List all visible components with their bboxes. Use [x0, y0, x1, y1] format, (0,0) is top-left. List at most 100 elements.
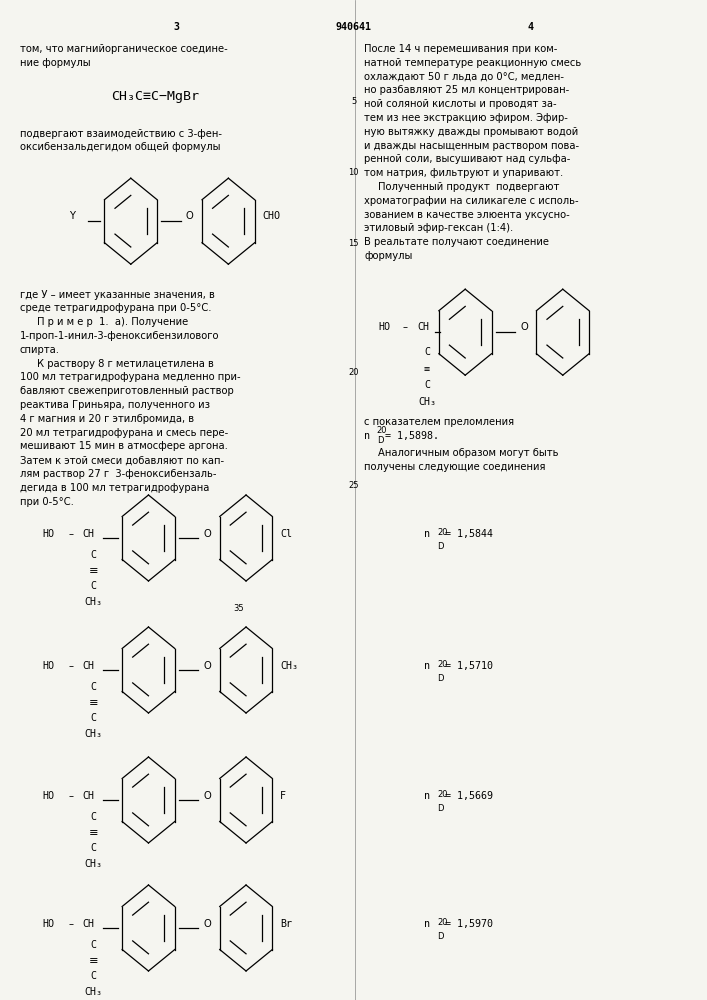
Text: C: C — [424, 380, 430, 390]
Text: CH₃: CH₃ — [418, 397, 436, 407]
Text: D: D — [437, 804, 443, 813]
Text: n: n — [424, 919, 430, 929]
Text: реактива Гриньяра, полученного из: реактива Гриньяра, полученного из — [20, 400, 210, 410]
Text: = 1,5710: = 1,5710 — [445, 661, 493, 671]
Text: O: O — [204, 661, 211, 671]
Text: C: C — [90, 713, 96, 723]
Text: D: D — [437, 932, 443, 941]
Text: –: – — [68, 919, 74, 929]
Text: O: O — [204, 529, 211, 539]
Text: том натрия, фильтруют и упаривают.: том натрия, фильтруют и упаривают. — [364, 168, 563, 178]
Text: CH₃: CH₃ — [84, 729, 103, 739]
Text: –: – — [68, 529, 74, 539]
Text: дегида в 100 мл тетрагидрофурана: дегида в 100 мл тетрагидрофурана — [20, 483, 209, 493]
Text: O: O — [186, 211, 193, 221]
Text: 4 г магния и 20 г этилбромида, в: 4 г магния и 20 г этилбромида, в — [20, 414, 194, 424]
Text: CH₃C≡C−MgBr: CH₃C≡C−MgBr — [112, 90, 199, 103]
Text: 25: 25 — [349, 481, 358, 490]
Text: CH₃: CH₃ — [84, 987, 103, 997]
Text: После 14 ч перемешивания при ком-: После 14 ч перемешивания при ком- — [364, 44, 558, 54]
Text: CH₃: CH₃ — [280, 661, 298, 671]
Text: мешивают 15 мин в атмосфере аргона.: мешивают 15 мин в атмосфере аргона. — [20, 441, 228, 451]
Text: C: C — [90, 843, 96, 853]
Text: HO: HO — [378, 322, 390, 332]
Text: ≡: ≡ — [424, 364, 430, 374]
Text: 15: 15 — [349, 239, 358, 248]
Text: где У – имеет указанные значения, в: где У – имеет указанные значения, в — [20, 290, 215, 300]
Text: 3: 3 — [174, 22, 180, 32]
Text: = 1,5898.: = 1,5898. — [385, 431, 439, 441]
Text: 5: 5 — [351, 97, 356, 106]
Text: том, что магнийорганическое соедине-: том, что магнийорганическое соедине- — [20, 44, 228, 54]
Text: CH: CH — [83, 791, 95, 801]
Text: получены следующие соединения: получены следующие соединения — [364, 462, 546, 472]
Text: Затем к этой смеси добавляют по кап-: Затем к этой смеси добавляют по кап- — [20, 455, 224, 465]
Text: 1-проп-1-инил-3-феноксибензилового: 1-проп-1-инил-3-феноксибензилового — [20, 331, 219, 341]
Text: хроматографии на силикагеле с исполь-: хроматографии на силикагеле с исполь- — [364, 196, 579, 206]
Text: = 1,5669: = 1,5669 — [445, 791, 493, 801]
Text: ной соляной кислоты и проводят за-: ной соляной кислоты и проводят за- — [364, 99, 556, 109]
Text: 20: 20 — [437, 660, 448, 669]
Text: –: – — [402, 322, 408, 332]
Text: O: O — [520, 322, 527, 332]
Text: 20 мл тетрагидрофурана и смесь пере-: 20 мл тетрагидрофурана и смесь пере- — [20, 428, 228, 438]
Text: Аналогичным образом могут быть: Аналогичным образом могут быть — [378, 448, 559, 458]
Text: C: C — [424, 347, 430, 357]
Text: O: O — [204, 919, 211, 929]
Text: D: D — [377, 436, 383, 445]
Text: В реальтате получают соединение: В реальтате получают соединение — [364, 237, 549, 247]
Text: П р и м е р  1.  а). Получение: П р и м е р 1. а). Получение — [37, 317, 189, 327]
Text: C: C — [90, 682, 96, 692]
Text: но разбавляют 25 мл концентрирован-: но разбавляют 25 мл концентрирован- — [364, 85, 569, 95]
Text: CH: CH — [83, 529, 95, 539]
Text: ренной соли, высушивают над сульфа-: ренной соли, высушивают над сульфа- — [364, 154, 571, 164]
Text: и дважды насыщенным раствором пова-: и дважды насыщенным раствором пова- — [364, 141, 579, 151]
Text: 35: 35 — [233, 604, 245, 613]
Text: спирта.: спирта. — [20, 345, 60, 355]
Text: при 0-5°С.: при 0-5°С. — [20, 497, 74, 507]
Text: ≡: ≡ — [88, 566, 98, 576]
Text: Br: Br — [280, 919, 292, 929]
Text: CH₃: CH₃ — [84, 597, 103, 607]
Text: среде тетрагидрофурана при 0-5°С.: среде тетрагидрофурана при 0-5°С. — [20, 303, 211, 313]
Text: тем из нее экстракцию эфиром. Эфир-: тем из нее экстракцию эфиром. Эфир- — [364, 113, 568, 123]
Text: n: n — [424, 661, 430, 671]
Text: подвергают взаимодействию с 3-фен-: подвергают взаимодействию с 3-фен- — [20, 129, 222, 139]
Text: 20: 20 — [377, 426, 387, 435]
Text: 20: 20 — [349, 368, 358, 377]
Text: CH: CH — [83, 919, 95, 929]
Text: ≡: ≡ — [88, 828, 98, 838]
Text: бавляют свежеприготовленный раствор: бавляют свежеприготовленный раствор — [20, 386, 233, 396]
Text: HO: HO — [42, 661, 54, 671]
Text: Y: Y — [69, 211, 74, 221]
Text: n: n — [424, 529, 430, 539]
Text: F: F — [280, 791, 286, 801]
Text: 20: 20 — [437, 528, 448, 537]
Text: –: – — [68, 791, 74, 801]
Text: лям раствор 27 г  3-феноксибензаль-: лям раствор 27 г 3-феноксибензаль- — [20, 469, 216, 479]
Text: ≡: ≡ — [88, 698, 98, 708]
Text: с показателем преломления: с показателем преломления — [364, 417, 514, 427]
Text: n: n — [364, 431, 370, 441]
Text: C: C — [90, 971, 96, 981]
Text: 4: 4 — [527, 22, 533, 32]
Text: 20: 20 — [437, 790, 448, 799]
Text: D: D — [437, 674, 443, 683]
Text: ние формулы: ние формулы — [20, 58, 90, 68]
Text: зованием в качестве элюента уксусно-: зованием в качестве элюента уксусно- — [364, 210, 570, 220]
Text: C: C — [90, 812, 96, 822]
Text: 100 мл тетрагидрофурана медленно при-: 100 мл тетрагидрофурана медленно при- — [20, 372, 240, 382]
Text: 940641: 940641 — [336, 22, 371, 32]
Text: HO: HO — [42, 919, 54, 929]
Text: формулы: формулы — [364, 251, 412, 261]
Text: –: – — [68, 661, 74, 671]
Text: D: D — [437, 542, 443, 551]
Text: HO: HO — [42, 529, 54, 539]
Text: ≡: ≡ — [88, 956, 98, 966]
Text: CH: CH — [418, 322, 430, 332]
Text: ную вытяжку дважды промывают водой: ную вытяжку дважды промывают водой — [364, 127, 578, 137]
Text: этиловый эфир-гексан (1:4).: этиловый эфир-гексан (1:4). — [364, 223, 513, 233]
Text: CHO: CHO — [262, 211, 280, 221]
Text: CH₃: CH₃ — [84, 859, 103, 869]
Text: 20: 20 — [437, 918, 448, 927]
